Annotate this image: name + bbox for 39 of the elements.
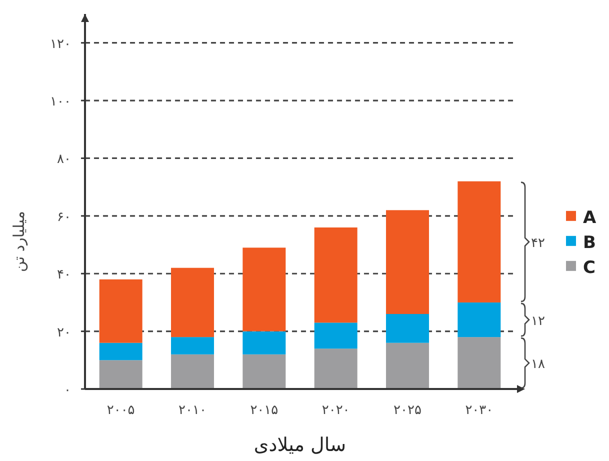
y-tick-label: ۲۰ <box>57 325 71 340</box>
bar <box>386 342 429 389</box>
x-tick-label: ۲۰۰۵ <box>106 403 135 418</box>
y-tick-label: ۰ <box>64 383 71 398</box>
bar <box>171 268 214 338</box>
bar <box>458 302 501 338</box>
bar <box>171 354 214 389</box>
text: ۴۲ <box>531 236 545 251</box>
bar <box>314 227 358 323</box>
y-tick-label: ۴۰ <box>57 268 71 283</box>
text: ۱۸ <box>531 357 545 372</box>
x-tick-label: ۲۰۱۰ <box>178 403 206 418</box>
bar <box>458 181 501 302</box>
y-tick-label: ۱۲۰ <box>50 36 71 52</box>
bar <box>314 348 358 389</box>
y-tick-label: ۶۰ <box>57 210 71 225</box>
y-axis-title: میلیارد تن <box>10 211 28 272</box>
legend-label: B <box>583 232 596 253</box>
x-tick-label: ۲۰۲۰ <box>322 403 350 418</box>
bar <box>99 360 142 389</box>
bar <box>171 337 214 354</box>
bar <box>99 342 142 360</box>
legend-label: C <box>583 258 596 278</box>
x-tick-label: ۲۰۳۰ <box>465 403 494 418</box>
bar <box>242 354 286 389</box>
bar <box>314 322 358 349</box>
legend-label: A <box>583 208 597 228</box>
bar <box>386 314 429 343</box>
y-tick-label: ۸۰ <box>57 152 71 168</box>
text: ۱۲ <box>531 314 545 329</box>
bar <box>458 337 501 389</box>
bar <box>99 279 142 343</box>
y-tick-label: ۱۰۰ <box>50 94 71 110</box>
x-axis-title: سال میلادی <box>254 434 346 456</box>
bar <box>386 210 429 314</box>
bar <box>242 331 286 354</box>
x-tick-label: ۲۰۲۵ <box>394 403 422 418</box>
bar <box>242 248 286 332</box>
x-tick-label: ۲۰۱۵ <box>250 403 278 418</box>
